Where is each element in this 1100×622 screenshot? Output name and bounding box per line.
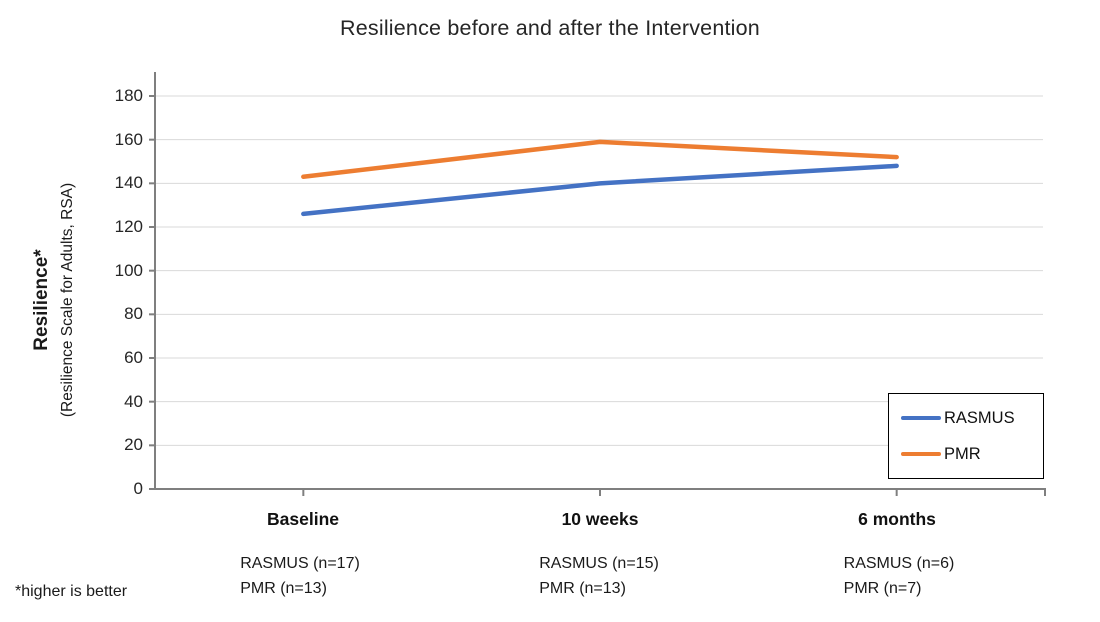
sample-size-line: RASMUS (n=17) [240, 555, 360, 572]
legend: RASMUS PMR [888, 393, 1044, 479]
sample-size-line: PMR (n=13) [539, 580, 626, 597]
legend-entry-rasmus: RASMUS [901, 409, 1035, 428]
series-line-rasmus [301, 163, 899, 217]
y-tick-label: 60 [124, 348, 143, 367]
legend-label: PMR [944, 444, 981, 463]
sample-size-line: RASMUS (n=6) [843, 555, 955, 572]
y-tick-label: 120 [114, 217, 143, 236]
y-tick-label: 20 [124, 435, 143, 455]
footnote: *higher is better [15, 583, 128, 600]
y-tick-label: 40 [124, 391, 143, 411]
legend-entry-pmr: PMR [901, 445, 1035, 464]
y-axis-subtitle: (Resilience Scale for Adults, RSA) [59, 182, 76, 418]
y-tick-label: 100 [114, 260, 143, 280]
x-category-label: 6 months [858, 509, 936, 529]
y-tick-label: 140 [114, 173, 143, 193]
x-category-label: Baseline [267, 509, 339, 529]
y-tick-label: 80 [124, 304, 143, 324]
sample-size-line: PMR (n=13) [240, 580, 327, 597]
series-line-pmr [301, 139, 899, 180]
x-category-label: 10 weeks [561, 509, 639, 529]
y-tick-label: 180 [114, 86, 143, 105]
chart-title: Resilience before and after the Interven… [340, 16, 760, 40]
legend-label: RASMUS [944, 408, 1015, 427]
sample-size-line: PMR (n=7) [843, 580, 922, 597]
y-axis-title: Resilience* [31, 249, 52, 351]
pmr-line-swatch [901, 451, 941, 457]
y-tick-label: 160 [114, 129, 143, 149]
rasmus-line-swatch [901, 415, 941, 421]
y-tick-label: 0 [133, 479, 143, 498]
sample-size-line: RASMUS (n=15) [539, 555, 659, 572]
